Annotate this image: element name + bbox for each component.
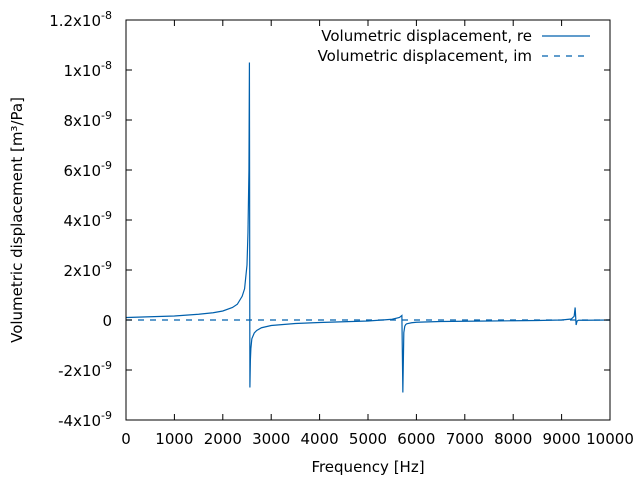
x-tick-label: 0 [121,430,131,448]
y-tick-exponent: -9 [101,109,112,122]
y-tick-exponent: -9 [101,209,112,222]
y-tick-mantissa: 1.2x10 [49,12,101,30]
y-tick-mantissa: 1x10 [64,62,102,80]
y-axis-title: Volumetric displacement [m³/Pa] [8,97,26,343]
x-tick-label: 4000 [301,430,339,448]
x-tick-label: 1000 [155,430,193,448]
y-tick-mantissa: 0 [102,312,112,330]
legend: Volumetric displacement, re Volumetric di… [318,27,590,65]
y-tick-exponent: -9 [101,409,112,422]
y-tick-label: 0 [102,312,112,330]
x-tick-label: 7000 [446,430,484,448]
legend-label: Volumetric displacement, im [318,47,532,65]
x-tick-label: 8000 [494,430,532,448]
series-layer [125,62,611,393]
x-tick-label: 9000 [543,430,581,448]
x-tick-label: 10000 [586,430,634,448]
x-tick-label: 6000 [397,430,435,448]
y-tick-exponent: -9 [101,359,112,372]
y-tick-label: 8x10-9 [64,109,112,130]
y-tick-mantissa: -4x10 [58,412,101,430]
y-tick-label: -2x10-9 [58,359,112,380]
y-tick-label: -4x10-9 [58,409,112,430]
series-line-re [125,62,611,393]
y-tick-label: 1.2x10-8 [49,9,112,30]
y-tick-mantissa: 8x10 [64,112,102,130]
y-tick-exponent: -9 [101,259,112,272]
y-tick-mantissa: 2x10 [64,262,102,280]
y-tick-label: 6x10-9 [64,159,112,180]
y-tick-mantissa: 6x10 [64,162,102,180]
x-axis-title: Frequency [Hz] [311,458,424,476]
y-tick-exponent: -9 [101,159,112,172]
y-tick-label: 1x10-8 [64,59,112,80]
y-tick-label: 2x10-9 [64,259,112,280]
x-tick-label: 3000 [252,430,290,448]
y-tick-exponent: -8 [101,9,112,22]
y-tick-label: 4x10-9 [64,209,112,230]
x-tick-label: 5000 [349,430,387,448]
legend-label: Volumetric displacement, re [321,27,532,45]
y-tick-exponent: -8 [101,59,112,72]
ticks-layer: 0 1000 2000 3000 4000 5000 6000 7000 8000 9000 100… [49,9,634,448]
y-tick-mantissa: 4x10 [64,212,102,230]
y-tick-mantissa: -2x10 [58,362,101,380]
x-tick-label: 2000 [204,430,242,448]
plot-frame [125,19,611,421]
